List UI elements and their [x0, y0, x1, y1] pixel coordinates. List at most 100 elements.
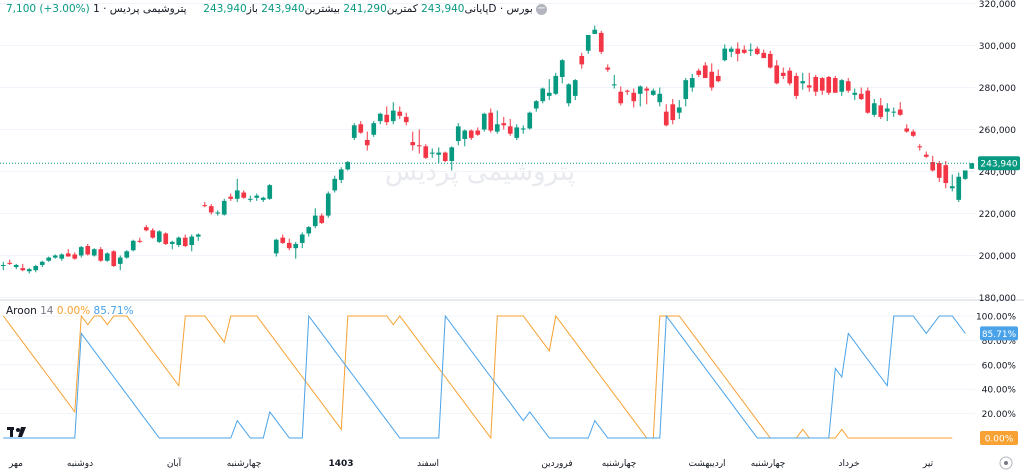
candle[interactable]: [26, 268, 32, 274]
candle[interactable]: [871, 99, 877, 117]
symbol-title[interactable]: پتروشیمی پردیس · 1D · بورس: [93, 3, 533, 15]
candle[interactable]: [468, 129, 474, 141]
time-axis[interactable]: مهر دوشنبه آبان چهارشنبه 1403 اسفند فروردین چها…: [8, 456, 1013, 470]
candle[interactable]: [559, 59, 565, 84]
candle[interactable]: [228, 193, 234, 201]
candle[interactable]: [455, 123, 461, 146]
candle[interactable]: [351, 123, 357, 140]
candle[interactable]: [858, 87, 864, 101]
candle[interactable]: [826, 75, 832, 95]
candle[interactable]: [65, 249, 71, 257]
candle[interactable]: [169, 240, 175, 250]
candle[interactable]: [943, 161, 949, 189]
candle[interactable]: [696, 68, 702, 77]
candle[interactable]: [774, 60, 780, 85]
candle[interactable]: [624, 89, 630, 95]
candle[interactable]: [741, 45, 747, 54]
candle[interactable]: [377, 112, 383, 125]
candle[interactable]: [280, 234, 286, 244]
candle[interactable]: [481, 112, 487, 132]
candle[interactable]: [91, 248, 97, 257]
candle[interactable]: [637, 85, 643, 107]
candle[interactable]: [202, 201, 208, 208]
candle[interactable]: [683, 78, 689, 107]
candle[interactable]: [514, 124, 520, 140]
candle[interactable]: [130, 239, 136, 252]
candle[interactable]: [358, 121, 364, 134]
price-axis[interactable]: 320,000 300,000 280,000 260,000 240,000 220,0…: [978, 0, 1020, 304]
candle[interactable]: [247, 195, 253, 202]
candle[interactable]: [306, 226, 312, 237]
tradingview-logo-icon[interactable]: [4, 421, 34, 443]
candle[interactable]: [793, 72, 799, 100]
candle[interactable]: [39, 260, 45, 268]
candle[interactable]: [7, 259, 13, 265]
candle[interactable]: [293, 241, 299, 259]
candle[interactable]: [936, 161, 942, 182]
candle[interactable]: [260, 196, 266, 202]
candle[interactable]: [891, 107, 897, 117]
candle[interactable]: [702, 62, 708, 79]
candle[interactable]: [462, 129, 468, 147]
candle[interactable]: [832, 75, 838, 93]
candle[interactable]: [735, 42, 741, 62]
candle[interactable]: [436, 147, 442, 164]
candle[interactable]: [195, 233, 201, 241]
candle[interactable]: [663, 104, 669, 127]
candle[interactable]: [267, 184, 273, 200]
candle[interactable]: [286, 238, 292, 251]
candle[interactable]: [475, 127, 481, 136]
candle[interactable]: [429, 148, 435, 158]
candle[interactable]: [852, 88, 858, 101]
candle[interactable]: [137, 237, 143, 243]
candle[interactable]: [787, 67, 793, 86]
candle[interactable]: [241, 190, 247, 199]
candle[interactable]: [546, 79, 552, 101]
candle[interactable]: [163, 232, 169, 245]
candle[interactable]: [605, 64, 611, 72]
candle[interactable]: [819, 77, 825, 95]
candle[interactable]: [839, 79, 845, 96]
candle[interactable]: [208, 204, 214, 215]
candle[interactable]: [215, 210, 221, 216]
candle[interactable]: [403, 112, 409, 126]
candle[interactable]: [98, 247, 104, 262]
candle[interactable]: [813, 74, 819, 96]
candle[interactable]: [962, 170, 968, 180]
candle[interactable]: [150, 228, 156, 239]
candle[interactable]: [806, 72, 812, 92]
candle[interactable]: [312, 208, 318, 229]
candle[interactable]: [767, 50, 773, 69]
candle[interactable]: [657, 87, 663, 107]
candle[interactable]: [553, 72, 559, 95]
candle[interactable]: [442, 151, 448, 163]
candle[interactable]: [910, 129, 916, 137]
candle[interactable]: [494, 110, 500, 134]
candle[interactable]: [104, 252, 110, 262]
candle[interactable]: [884, 103, 890, 122]
candle[interactable]: [345, 161, 351, 171]
candle[interactable]: [572, 79, 578, 101]
candle[interactable]: [423, 144, 429, 159]
candle[interactable]: [332, 175, 338, 193]
candle[interactable]: [325, 191, 331, 218]
candle[interactable]: [956, 172, 962, 202]
candle[interactable]: [33, 264, 39, 273]
candle[interactable]: [676, 100, 682, 119]
candle[interactable]: [234, 178, 240, 202]
candle[interactable]: [722, 44, 728, 62]
candle[interactable]: [598, 30, 604, 54]
minus-circle-icon[interactable]: −: [536, 2, 548, 15]
candle[interactable]: [397, 106, 403, 119]
aroon-down-line[interactable]: [3, 314, 966, 439]
candle[interactable]: [338, 167, 344, 184]
candle[interactable]: [800, 72, 806, 90]
candle[interactable]: [715, 69, 721, 83]
candle[interactable]: [189, 234, 195, 252]
aroon-indicator[interactable]: [2, 314, 966, 440]
candle[interactable]: [0, 261, 6, 271]
candle[interactable]: [650, 88, 656, 96]
candle[interactable]: [670, 99, 676, 125]
candle[interactable]: [299, 232, 305, 249]
